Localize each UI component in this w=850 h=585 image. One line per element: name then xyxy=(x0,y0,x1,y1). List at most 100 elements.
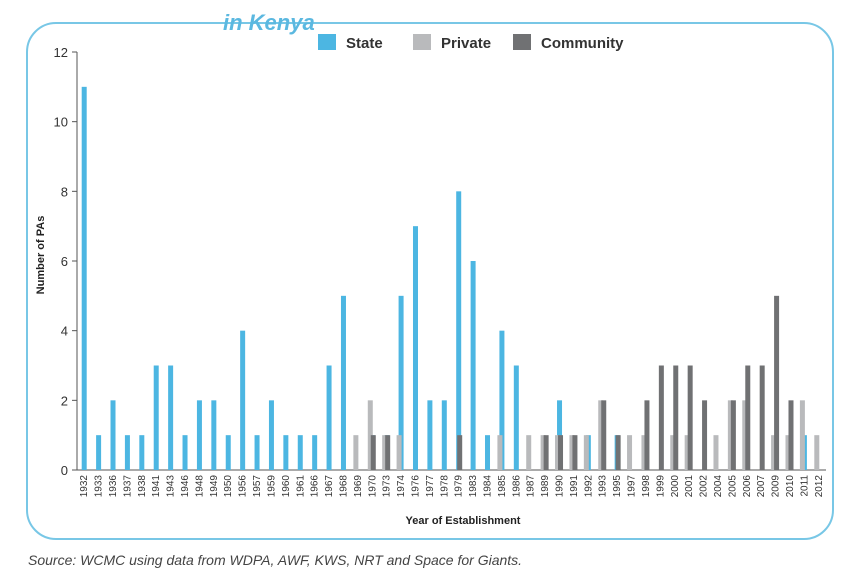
bar-private-1997 xyxy=(627,435,633,470)
x-tick-label: 1973 xyxy=(382,475,393,498)
bar-state-1976 xyxy=(412,226,418,470)
x-tick-label: 1990 xyxy=(555,475,566,498)
bar-private-2001 xyxy=(684,435,690,470)
x-tick-label: 1933 xyxy=(94,475,105,498)
x-tick-label: 1970 xyxy=(367,475,378,498)
bar-state-1986 xyxy=(513,365,519,470)
bar-private-2004 xyxy=(713,435,719,470)
x-tick-label: 1937 xyxy=(122,475,133,498)
bar-private-1991 xyxy=(569,435,575,470)
chart-frame: in Kenya xyxy=(26,10,834,540)
y-tick-label: 8 xyxy=(61,184,68,199)
bar-state-1943 xyxy=(168,365,174,470)
bar-community-1970 xyxy=(370,435,376,470)
x-tick-label: 2009 xyxy=(771,475,782,498)
bar-state-1979 xyxy=(456,191,462,471)
x-tick-label: 1960 xyxy=(281,475,292,498)
x-tick-label: 1968 xyxy=(338,475,349,498)
chart-legend: State Private Community xyxy=(318,34,624,52)
bar-community-1995 xyxy=(615,435,621,470)
bar-private-1970 xyxy=(367,400,373,470)
bar-community-2005 xyxy=(730,400,736,470)
x-tick-label: 1961 xyxy=(295,475,306,498)
x-tick-label: 2002 xyxy=(699,475,710,498)
bar-community-2010 xyxy=(788,400,794,470)
x-tick-label: 1956 xyxy=(238,475,249,498)
x-tick-label: 1995 xyxy=(612,475,623,498)
x-tick-label: 2010 xyxy=(785,475,796,498)
bar-private-2005 xyxy=(727,400,733,470)
bar-private-2012 xyxy=(814,435,820,470)
bar-state-1977 xyxy=(427,400,433,470)
x-tick-label: 1992 xyxy=(583,475,594,498)
bar-private-1974 xyxy=(396,435,402,470)
x-tick-label: 1966 xyxy=(310,475,321,498)
x-tick-label: 1989 xyxy=(540,475,551,498)
bar-state-1946 xyxy=(182,435,188,470)
bar-community-1979 xyxy=(457,435,463,470)
x-tick-label: 1976 xyxy=(410,475,421,498)
bar-private-1989 xyxy=(540,435,546,470)
x-tick-label: 1948 xyxy=(194,475,205,498)
x-tick-label: 1967 xyxy=(324,475,335,498)
x-tick-label: 1987 xyxy=(526,475,537,498)
x-tick-label: 2004 xyxy=(713,475,724,498)
bar-state-1948 xyxy=(196,400,202,470)
y-tick-label: 4 xyxy=(61,324,68,339)
bar-private-2009 xyxy=(771,435,777,470)
bar-community-2006 xyxy=(745,365,751,470)
bar-state-1937 xyxy=(124,435,130,470)
bar-private-1990 xyxy=(555,435,561,470)
bar-community-2000 xyxy=(673,365,679,470)
bar-state-1933 xyxy=(96,435,102,470)
bar-state-1984 xyxy=(485,435,491,470)
bar-state-1957 xyxy=(254,435,260,470)
bar-state-1974 xyxy=(398,295,404,470)
bar-private-1998 xyxy=(641,435,647,470)
x-tick-label: 1949 xyxy=(209,475,220,498)
bar-community-2002 xyxy=(702,400,708,470)
bar-community-2009 xyxy=(774,295,780,470)
bar-private-1985 xyxy=(497,435,503,470)
x-tick-label: 1993 xyxy=(598,475,609,498)
bar-state-1936 xyxy=(110,400,116,470)
bar-private-1993 xyxy=(598,400,604,470)
legend-swatch-private xyxy=(413,34,431,50)
y-tick-label: 12 xyxy=(54,45,68,60)
x-tick-label: 1959 xyxy=(266,475,277,498)
y-axis-label: Number of PAs xyxy=(35,216,47,295)
x-tick-label: 1984 xyxy=(483,475,494,498)
x-tick-label: 1983 xyxy=(468,475,479,498)
bar-state-1983 xyxy=(470,261,476,470)
bar-community-1993 xyxy=(601,400,607,470)
x-tick-label: 1943 xyxy=(166,475,177,498)
bar-state-1949 xyxy=(211,400,217,470)
bar-community-1999 xyxy=(658,365,664,470)
x-tick-label: 1979 xyxy=(454,475,465,498)
bar-state-1961 xyxy=(297,435,303,470)
bar-state-1960 xyxy=(283,435,289,470)
bar-private-1992 xyxy=(583,435,589,470)
bar-state-1978 xyxy=(441,400,447,470)
bar-state-1956 xyxy=(240,330,246,470)
x-tick-label: 1950 xyxy=(223,475,234,498)
y-tick-label: 6 xyxy=(61,254,68,269)
x-tick-label: 1997 xyxy=(627,475,638,498)
x-tick-label: 2005 xyxy=(727,475,738,498)
chart-bars xyxy=(81,86,820,471)
x-tick-label: 1978 xyxy=(439,475,450,498)
x-tick-label: 1977 xyxy=(425,475,436,498)
source-note: Source: WCMC using data from WDPA, AWF, … xyxy=(28,552,523,568)
y-tick-label: 10 xyxy=(54,115,68,130)
bar-private-1969 xyxy=(353,435,359,470)
bar-community-2001 xyxy=(687,365,693,470)
bar-private-2000 xyxy=(670,435,676,470)
x-tick-label: 2011 xyxy=(799,475,810,497)
x-tick-label: 1969 xyxy=(353,475,364,498)
bar-private-2010 xyxy=(785,435,791,470)
legend-label-community: Community xyxy=(541,35,624,52)
bar-private-2006 xyxy=(742,400,748,470)
legend-label-private: Private xyxy=(441,35,491,52)
x-tick-label: 1957 xyxy=(252,475,263,498)
